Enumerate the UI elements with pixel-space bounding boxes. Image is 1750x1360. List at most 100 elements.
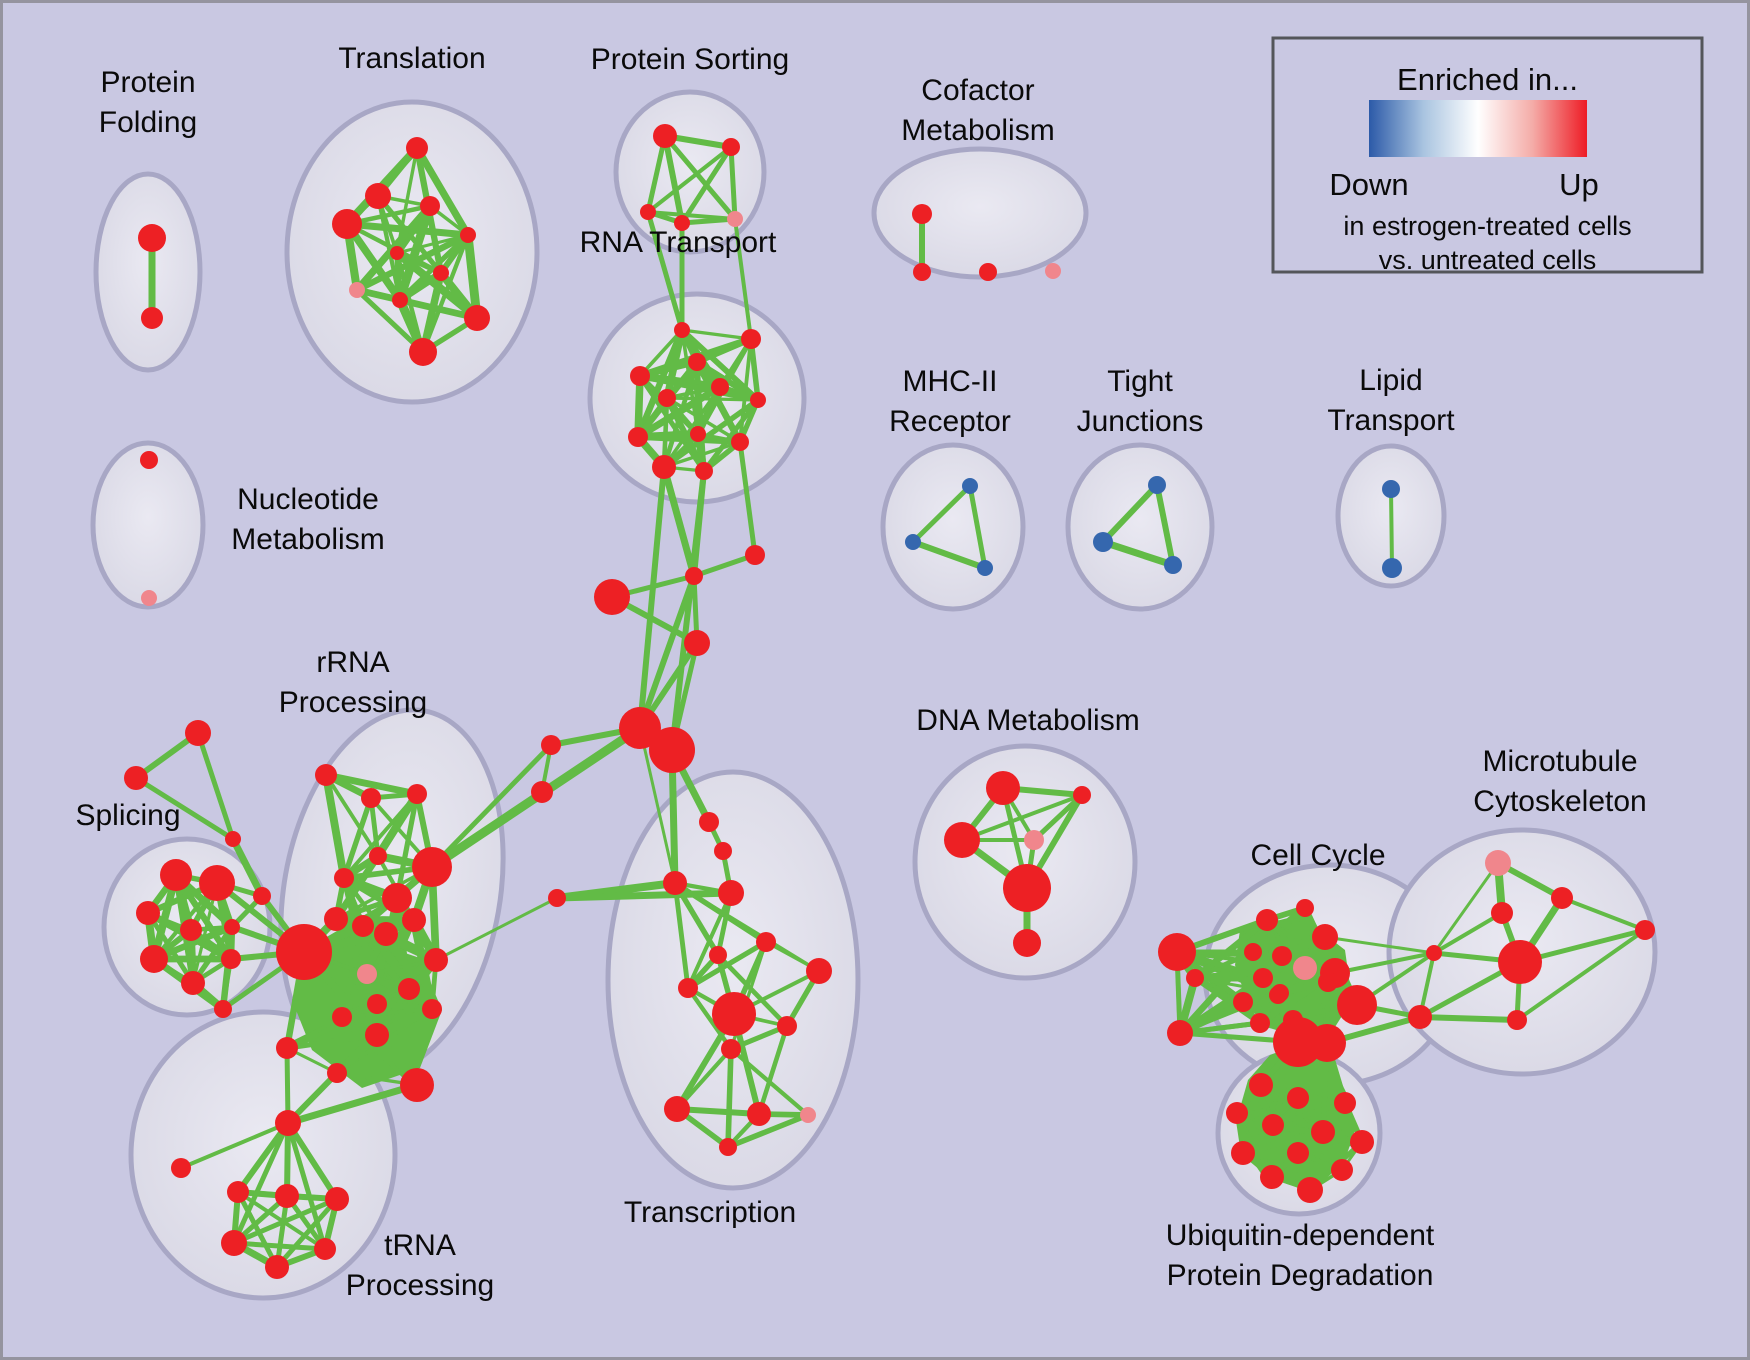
edge [1432,861,1500,955]
gene-set-node [464,305,490,331]
edge [1240,1129,1326,1156]
gene-set-node [140,451,158,469]
edge [553,889,735,902]
edge [341,795,374,881]
gene-set-node [913,263,931,281]
gene-set-node [722,138,740,156]
edge [1099,538,1177,569]
cluster-label-ubiquitin_degradation: Ubiquitin-dependent Protein Degradation [1166,1219,1435,1292]
gene-set-node [905,534,921,550]
edge [382,930,436,1013]
gene-set-node [357,964,377,984]
edge [1193,976,1282,995]
gene-set-node [1498,940,1542,984]
gene-set-node [1507,1010,1527,1030]
gene-set-node [652,455,676,479]
gene-set-node [185,720,211,746]
gene-set-node [1253,968,1273,988]
legend-caption-line2: vs. untreated cells [1379,245,1597,275]
cluster-label-lipid_transport: Lipid Transport [1327,364,1455,437]
gene-set-node [1337,985,1377,1025]
gene-set-node [1073,786,1091,804]
edge [1389,487,1394,570]
gene-set-node [367,994,387,1014]
gene-set-node [1271,984,1289,1002]
edge [1333,951,1436,975]
gene-set-node [460,227,476,243]
edge [662,440,742,469]
gene-set-node [711,378,729,396]
gene-set-node [674,322,690,338]
gene-set-node [1250,1013,1270,1033]
edge [396,269,445,304]
gene-set-node [315,764,337,786]
edge [733,217,753,341]
edge [413,144,472,239]
gene-set-node [180,919,202,941]
cluster-label-nucleotide_metabolism: Nucleotide Metabolism [231,483,384,556]
gene-set-node [630,366,650,386]
gene-set-node [1256,909,1278,931]
edge [285,1120,328,1252]
gene-set-node [352,915,374,937]
gene-set-node [314,1238,336,1260]
gene-set-node [1233,992,1253,1012]
cluster-label-cell_cycle: Cell Cycle [1250,839,1385,872]
gene-set-node [214,1000,232,1018]
gene-set-node [663,871,687,895]
gene-set-node [747,1102,771,1126]
gene-set-node [199,865,235,901]
gene-set-node [374,922,398,946]
gene-set-node [1308,1024,1346,1062]
edge [1270,1100,1348,1128]
cluster-ellipse-mhc2_receptor [880,442,1026,612]
gene-set-node [658,389,676,407]
edge [910,539,988,571]
edge [662,133,738,222]
gene-set-node [721,1039,741,1059]
edge [634,326,686,441]
edge [1417,1014,1520,1023]
gene-set-node [141,307,163,329]
gene-set-node [1148,476,1166,494]
edge [285,1120,340,1202]
edge [672,880,691,991]
gene-set-node [684,630,710,656]
gene-set-node [141,590,157,606]
gene-set-node [1426,945,1442,961]
cluster-label-translation: Translation [338,42,485,75]
legend-title: Enriched in... [1397,62,1578,97]
gene-set-node [1311,1120,1335,1144]
cluster-label-mhc2_receptor: MHC-II Receptor [889,365,1011,438]
edge [340,1007,434,1019]
gene-set-node [334,868,354,888]
gene-set-node [1231,1141,1255,1165]
edge [1515,928,1647,1022]
gene-set-node [422,999,442,1019]
edge [429,742,554,870]
gene-set-node [1093,532,1113,552]
cluster-label-tight_junctions: Tight Junctions [1077,365,1204,438]
edge [235,1120,291,1195]
edge [354,287,426,355]
gene-set-node [369,847,387,865]
gene-set-node [409,338,437,366]
edge [1560,896,1647,932]
gene-set-node [407,784,427,804]
edge [680,328,753,341]
gene-set-node [1003,864,1051,912]
edge [637,464,667,731]
gene-set-node [727,211,743,227]
gene-set-node [1167,1020,1193,1046]
gene-set-node [712,992,756,1036]
gene-set-node [1635,920,1655,940]
gene-set-node [541,735,561,755]
cluster-label-splicing: Splicing [75,799,180,832]
edge [274,1196,340,1270]
gene-set-node [962,478,978,494]
gene-set-node [1045,263,1061,279]
gene-set-node [709,946,727,964]
gene-set-node [406,137,428,159]
